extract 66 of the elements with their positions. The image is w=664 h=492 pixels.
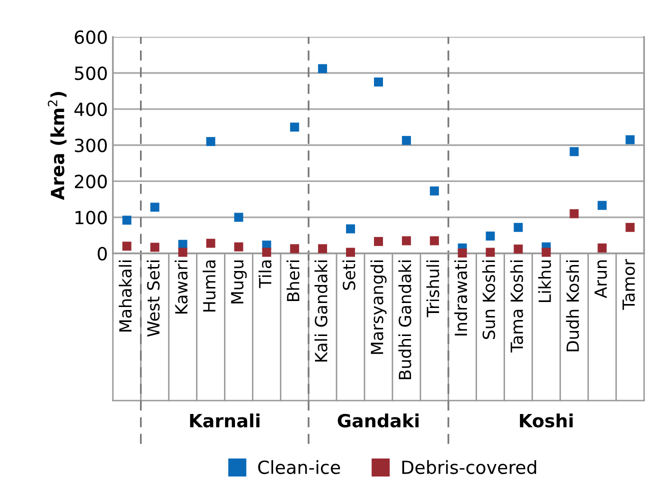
point <box>290 244 300 254</box>
y-tick-label: 500 <box>74 66 107 80</box>
point <box>570 209 579 218</box>
x-tick-label: Kawari <box>174 260 188 314</box>
x-tick-label: Budhi Gandaki <box>398 260 412 380</box>
point <box>598 243 607 252</box>
y-tick-label: 300 <box>74 138 107 152</box>
point <box>542 248 551 257</box>
x-tick-label: Marsyangdi <box>370 260 387 354</box>
point <box>206 238 216 248</box>
legend-label: Clean-ice <box>258 460 340 474</box>
y-axis-title: Area (km$^{2}$) <box>48 92 66 200</box>
point <box>262 248 272 257</box>
x-tick-label: Dudh Koshi <box>566 260 580 352</box>
point <box>150 202 160 212</box>
x-tick-label: Kali Gandaki <box>314 260 328 362</box>
point <box>402 236 411 246</box>
x-tick-label: Mahakali <box>118 260 132 332</box>
point <box>346 248 356 257</box>
x-tick-label: Indrawati <box>454 260 468 336</box>
point <box>234 212 244 222</box>
point <box>318 64 328 74</box>
point <box>318 244 328 254</box>
x-tick-label: Mugu <box>231 260 247 304</box>
x-tick-label: Trishuli <box>426 260 440 318</box>
point <box>514 244 523 254</box>
text: Koshi <box>520 413 573 428</box>
point <box>122 242 132 251</box>
x-tick-label: Sun Koshi <box>482 260 496 340</box>
point <box>178 248 188 257</box>
x-tick-label: Seti <box>342 260 356 290</box>
x-tick-label: Tamor <box>622 258 635 310</box>
x-tick-label: Humla <box>202 260 216 312</box>
text: Gandaki <box>338 413 419 428</box>
text: Karnali <box>190 413 260 428</box>
point <box>290 122 300 132</box>
point <box>486 232 495 241</box>
point <box>346 224 356 234</box>
x-tick-label: Bheri <box>286 260 300 302</box>
legend-label: Debris-covered <box>402 460 536 474</box>
point <box>234 242 244 252</box>
y-tick-label: 0 <box>98 246 107 260</box>
point <box>486 248 495 257</box>
x-tick-label: Tila <box>258 260 272 288</box>
point <box>598 200 607 210</box>
y-tick-label: 200 <box>74 174 107 188</box>
point <box>122 216 132 225</box>
point <box>402 136 411 145</box>
point <box>458 248 467 258</box>
point <box>626 222 635 232</box>
point <box>430 186 439 196</box>
point <box>150 242 160 252</box>
point <box>626 135 635 144</box>
x-tick-label: Arun <box>594 260 607 298</box>
y-tick-label: 100 <box>76 210 107 224</box>
point <box>374 236 383 246</box>
point <box>514 222 523 232</box>
x-tick-label: West Seti <box>146 260 160 337</box>
y-tick-label: 400 <box>74 102 107 116</box>
point <box>570 147 579 156</box>
x-tick-label: Tama Koshi <box>510 260 524 353</box>
point <box>430 236 439 246</box>
point <box>374 78 383 86</box>
x-tick-label: Likhu <box>538 260 552 302</box>
y-tick-label: 600 <box>74 30 107 44</box>
point <box>206 137 216 146</box>
